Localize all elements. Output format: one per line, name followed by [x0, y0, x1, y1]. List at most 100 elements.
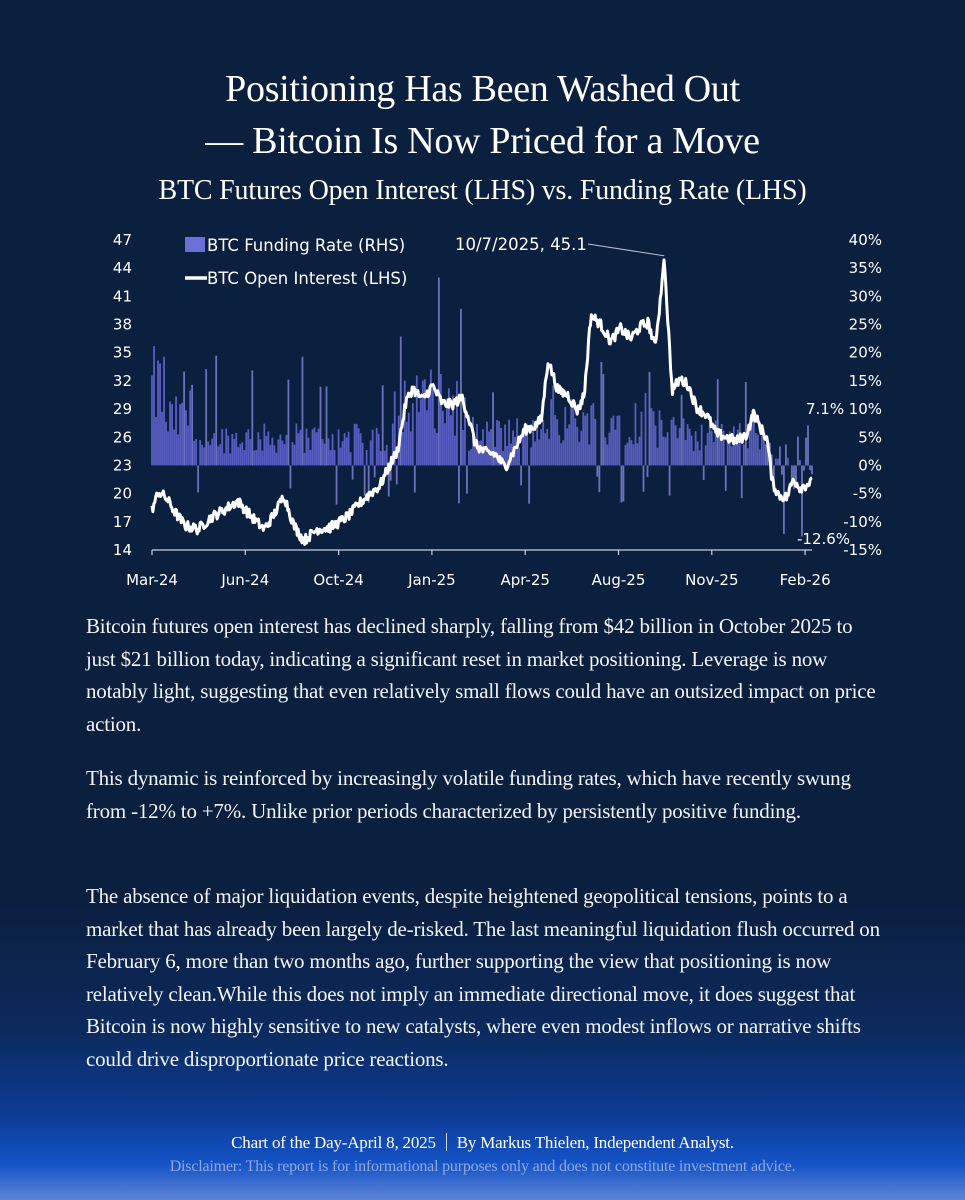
- funding-bar: [520, 465, 523, 486]
- funding-bar: [524, 422, 527, 466]
- funding-bar: [718, 436, 721, 466]
- chart-of-day-label: Chart of the Day-April 8, 2025: [231, 1133, 436, 1152]
- funding-bar: [628, 437, 631, 466]
- funding-bar: [325, 386, 328, 466]
- funding-bar: [594, 418, 597, 466]
- funding-bar: [369, 440, 372, 466]
- funding-bar: [437, 277, 440, 466]
- funding-bar: [682, 418, 685, 466]
- funding-bar: [670, 419, 673, 466]
- funding-bar: [285, 434, 288, 466]
- funding-bar: [550, 399, 553, 466]
- funding-bar: [500, 428, 502, 466]
- funding-bar: [630, 440, 633, 466]
- funding-bar: [389, 465, 392, 481]
- funding-bar: [474, 436, 476, 466]
- body-paragraph-2: This dynamic is reinforced by increasing…: [86, 766, 851, 823]
- funding-bar: [217, 446, 220, 466]
- footer-separator: [445, 1133, 447, 1151]
- funding-bar: [797, 436, 799, 466]
- page-title: Positioning Has Been Washed Out — Bitcoi…: [0, 63, 965, 167]
- funding-bar: [674, 425, 677, 466]
- funding-bar: [648, 371, 651, 466]
- funding-bar: [734, 440, 737, 466]
- funding-bar: [347, 431, 350, 466]
- funding-bar: [355, 423, 358, 466]
- funding-bar: [620, 465, 623, 503]
- funding-bar: [247, 429, 250, 466]
- funding-bar: [183, 371, 185, 466]
- footer-credit: Chart of the Day-April 8, 2025 By Markus …: [0, 1133, 965, 1153]
- body-paragraph-3: The absence of major liquidation events,…: [86, 884, 880, 1071]
- funding-bar: [181, 402, 183, 466]
- funding-bar: [604, 437, 607, 466]
- funding-bar: [303, 452, 306, 466]
- funding-bar: [407, 412, 410, 466]
- funding-bar: [538, 439, 541, 466]
- funding-bar: [281, 440, 284, 466]
- funding-bar: [460, 308, 462, 466]
- funding-bar: [656, 447, 659, 466]
- funding-bar: [297, 433, 300, 466]
- funding-bar: [431, 387, 434, 466]
- funding-bar: [239, 443, 242, 466]
- funding-bar: [417, 412, 420, 466]
- right-tick-label: -10%: [843, 513, 882, 531]
- funding-bar: [375, 427, 378, 466]
- funding-bar: [229, 453, 232, 466]
- oi-line: [150, 258, 813, 546]
- funding-bar: [421, 380, 424, 466]
- funding-bar: [588, 444, 591, 466]
- funding-bar: [231, 433, 234, 466]
- funding-bar: [464, 397, 466, 466]
- funding-bar: [265, 435, 268, 466]
- funding-bar: [626, 442, 629, 466]
- funding-bar: [740, 465, 743, 499]
- funding-bar: [468, 450, 470, 466]
- funding-bar: [321, 439, 324, 466]
- funding-bar: [584, 415, 587, 466]
- funding-bar: [155, 417, 157, 466]
- funding-bar: [728, 431, 731, 466]
- funding-bar: [283, 444, 286, 466]
- funding-bars: [151, 277, 813, 537]
- funding-bar: [694, 431, 697, 466]
- funding-bar: [726, 441, 729, 466]
- body-paragraph-1: Bitcoin futures open interest has declin…: [86, 614, 876, 736]
- funding-bar: [716, 379, 719, 466]
- funding-bar: [536, 426, 539, 466]
- funding-bar: [225, 428, 228, 466]
- funding-bar: [359, 433, 362, 466]
- funding-bar: [781, 465, 783, 475]
- funding-bar: [221, 429, 224, 466]
- funding-bar: [441, 410, 444, 466]
- funding-bar: [530, 447, 533, 466]
- funding-bar: [805, 437, 807, 466]
- funding-bar: [811, 465, 813, 475]
- funding-bar: [654, 425, 657, 466]
- funding-bar: [423, 379, 426, 466]
- funding-bar: [385, 444, 388, 466]
- funding-bar: [518, 447, 521, 466]
- funding-bar: [157, 360, 159, 466]
- funding-bar: [548, 438, 551, 466]
- funding-bar: [209, 445, 212, 466]
- funding-bar: [205, 368, 208, 466]
- funding-bar: [554, 415, 557, 466]
- funding-bar: [572, 408, 575, 466]
- funding-bar: [632, 444, 635, 466]
- funding-max-annotation: 7.1%: [806, 400, 844, 418]
- funding-bar: [714, 420, 717, 466]
- funding-bar: [552, 385, 555, 466]
- funding-bar: [646, 465, 649, 478]
- funding-bar: [275, 452, 278, 466]
- funding-bar: [327, 438, 330, 466]
- funding-bar: [215, 355, 218, 466]
- funding-bar: [161, 411, 163, 466]
- funding-bar: [488, 431, 490, 466]
- funding-bar: [662, 436, 665, 466]
- funding-bar: [496, 420, 498, 466]
- funding-bar: [791, 465, 793, 486]
- funding-bar: [730, 446, 733, 466]
- peak-leader-line: [587, 243, 665, 257]
